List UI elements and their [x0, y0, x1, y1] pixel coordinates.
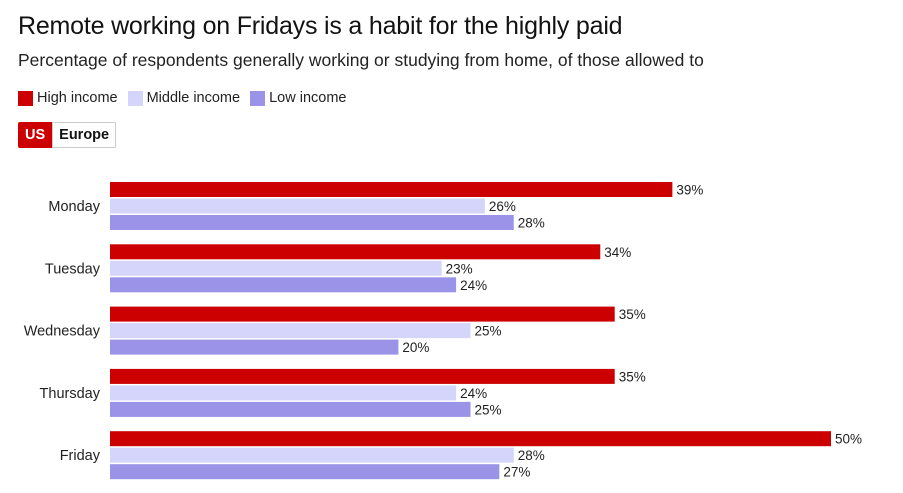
- legend-swatch: [18, 90, 33, 106]
- legend: High income Middle income Low income: [18, 90, 346, 106]
- data-label: 34%: [604, 245, 631, 260]
- data-label: 25%: [475, 324, 502, 339]
- legend-swatch: [127, 90, 143, 106]
- legend-item-middle: Middle income: [127, 90, 241, 106]
- legend-item-low: Low income: [250, 90, 346, 106]
- bar-middle-income: [110, 385, 457, 401]
- bar-high-income: [110, 306, 615, 322]
- legend-swatch: [250, 90, 266, 106]
- toggle-us-button[interactable]: US: [18, 122, 53, 148]
- bar-middle-income: [110, 323, 471, 339]
- chart-title: Remote working on Fridays is a habit for…: [18, 12, 623, 40]
- data-label: 26%: [489, 199, 516, 214]
- bar-middle-income: [110, 260, 442, 276]
- legend-item-high: High income: [18, 90, 118, 106]
- data-label: 27%: [503, 465, 530, 480]
- data-label: 28%: [518, 216, 545, 231]
- bar-middle-income: [110, 198, 485, 214]
- bar-high-income: [110, 244, 601, 260]
- bar-high-income: [110, 182, 673, 197]
- data-label: 24%: [460, 278, 487, 293]
- bar-high-income: [110, 431, 831, 447]
- chart-subtitle: Percentage of respondents generally work…: [18, 50, 704, 70]
- category-label: Thursday: [40, 386, 101, 402]
- bar-low-income: [110, 401, 471, 417]
- legend-label: Low income: [269, 90, 347, 106]
- legend-label: High income: [37, 90, 118, 106]
- toggle-europe-button[interactable]: Europe: [52, 122, 117, 148]
- category-label: Tuesday: [45, 261, 101, 277]
- category-label: Friday: [60, 448, 101, 464]
- bar-low-income: [110, 339, 399, 355]
- bar-middle-income: [110, 447, 514, 463]
- bar-high-income: [110, 368, 615, 384]
- data-label: 28%: [518, 448, 545, 463]
- data-label: 24%: [460, 386, 487, 401]
- category-label: Monday: [48, 199, 100, 215]
- region-toggle: US Europe: [18, 122, 117, 148]
- bar-low-income: [110, 277, 457, 293]
- data-label: 23%: [446, 261, 473, 276]
- data-label: 39%: [676, 183, 703, 198]
- bar-low-income: [110, 464, 500, 480]
- data-label: 20%: [402, 340, 429, 355]
- data-label: 35%: [619, 369, 646, 384]
- data-label: 50%: [835, 432, 862, 447]
- legend-label: Middle income: [146, 90, 241, 106]
- category-label: Wednesday: [24, 324, 101, 340]
- data-label: 35%: [619, 307, 646, 322]
- data-label: 25%: [475, 402, 502, 417]
- bar-low-income: [110, 215, 514, 230]
